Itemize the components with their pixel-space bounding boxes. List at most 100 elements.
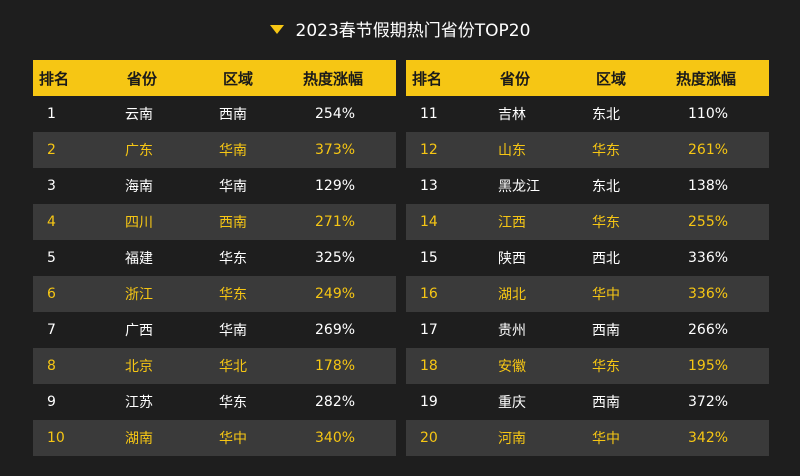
province-cell: 云南	[125, 107, 153, 123]
table-row: 10 湖南 华中 340%	[33, 420, 396, 456]
province-cell: 山东	[498, 143, 526, 159]
table-row: 18 安徽 华东 195%	[406, 348, 769, 384]
table-row: 4 四川 西南 271%	[33, 204, 396, 240]
rank-cell: 10	[47, 430, 65, 446]
growth-cell: 178%	[315, 358, 356, 374]
table-row: 17 贵州 西南 266%	[406, 312, 769, 348]
province-cell: 安徽	[498, 359, 526, 375]
table-row: 13 黑龙江 东北 138%	[406, 168, 769, 204]
province-cell: 贵州	[498, 323, 526, 339]
region-cell: 华北	[219, 359, 247, 375]
province-cell: 河南	[498, 431, 526, 447]
header-region: 区域	[223, 69, 254, 88]
ranking-table-right: 排名 省份 区域 热度涨幅 11 吉林 东北 110% 12 山东 华东 261% 13 黑龙江 东北 138…	[406, 60, 769, 456]
growth-cell: 336%	[688, 286, 729, 302]
table-row: 19 重庆 西南 372%	[406, 384, 769, 420]
region-cell: 西南	[219, 215, 247, 231]
growth-cell: 271%	[315, 214, 356, 230]
rank-cell: 14	[420, 214, 438, 230]
growth-cell: 249%	[315, 286, 356, 302]
province-cell: 福建	[125, 251, 153, 267]
growth-cell: 342%	[688, 430, 729, 446]
table-row: 3 海南 华南 129%	[33, 168, 396, 204]
region-cell: 华东	[592, 359, 620, 375]
header-province: 省份	[500, 69, 531, 88]
region-cell: 华东	[219, 287, 247, 303]
header-rank: 排名	[412, 69, 443, 88]
growth-cell: 266%	[688, 322, 729, 338]
region-cell: 西北	[592, 251, 620, 267]
table-row: 11 吉林 东北 110%	[406, 96, 769, 132]
growth-cell: 269%	[315, 322, 356, 338]
region-cell: 华南	[219, 179, 247, 195]
region-cell: 华东	[219, 251, 247, 267]
province-cell: 北京	[125, 359, 153, 375]
rank-cell: 16	[420, 286, 438, 302]
table-row: 7 广西 华南 269%	[33, 312, 396, 348]
rank-cell: 12	[420, 142, 438, 158]
province-cell: 重庆	[498, 395, 526, 411]
growth-cell: 138%	[688, 178, 729, 194]
region-cell: 华南	[219, 323, 247, 339]
table-row: 1 云南 西南 254%	[33, 96, 396, 132]
region-cell: 华中	[219, 431, 247, 447]
rank-cell: 20	[420, 430, 438, 446]
triangle-down-icon	[269, 24, 284, 34]
growth-cell: 254%	[315, 106, 356, 122]
province-cell: 广东	[125, 143, 153, 159]
region-cell: 西南	[592, 323, 620, 339]
rank-cell: 2	[47, 142, 56, 158]
table-row: 6 浙江 华东 249%	[33, 276, 396, 312]
province-cell: 陕西	[498, 251, 526, 267]
table-row: 20 河南 华中 342%	[406, 420, 769, 456]
ranking-table-left: 排名 省份 区域 热度涨幅 1 云南 西南 254% 2 广东 华南 373% 3 海南 华南 129% 4 四川…	[33, 60, 396, 456]
rank-cell: 4	[47, 214, 56, 230]
growth-cell: 373%	[315, 142, 356, 158]
rank-cell: 5	[47, 250, 56, 266]
province-cell: 湖北	[498, 287, 526, 303]
rank-cell: 8	[47, 358, 56, 374]
table-row: 5 福建 华东 325%	[33, 240, 396, 276]
growth-cell: 372%	[688, 394, 729, 410]
growth-cell: 325%	[315, 250, 356, 266]
table-row: 2 广东 华南 373%	[33, 132, 396, 168]
table-row: 16 湖北 华中 336%	[406, 276, 769, 312]
rank-cell: 3	[47, 178, 56, 194]
region-cell: 华南	[219, 143, 247, 159]
growth-cell: 261%	[688, 142, 729, 158]
rank-cell: 11	[420, 106, 438, 122]
region-cell: 西南	[219, 107, 247, 123]
growth-cell: 129%	[315, 178, 356, 194]
region-cell: 东北	[592, 107, 620, 123]
province-cell: 海南	[125, 179, 153, 195]
rank-cell: 9	[47, 394, 56, 410]
rank-cell: 17	[420, 322, 438, 338]
rank-cell: 1	[47, 106, 56, 122]
rank-cell: 19	[420, 394, 438, 410]
header-region: 区域	[596, 69, 627, 88]
region-cell: 华东	[592, 215, 620, 231]
table-header: 排名 省份 区域 热度涨幅	[33, 60, 396, 96]
table-row: 15 陕西 西北 336%	[406, 240, 769, 276]
rank-cell: 15	[420, 250, 438, 266]
table-row: 8 北京 华北 178%	[33, 348, 396, 384]
rank-cell: 6	[47, 286, 56, 302]
chart-title-bar: 2023春节假期热门省份TOP20	[0, 14, 800, 42]
growth-cell: 336%	[688, 250, 729, 266]
table-header: 排名 省份 区域 热度涨幅	[406, 60, 769, 96]
table-row: 12 山东 华东 261%	[406, 132, 769, 168]
header-rank: 排名	[39, 69, 70, 88]
province-cell: 四川	[125, 215, 153, 231]
header-growth: 热度涨幅	[303, 69, 364, 88]
chart-title: 2023春节假期热门省份TOP20	[295, 20, 531, 41]
region-cell: 华中	[592, 431, 620, 447]
growth-cell: 195%	[688, 358, 729, 374]
region-cell: 华东	[219, 395, 247, 411]
header-growth: 热度涨幅	[676, 69, 737, 88]
region-cell: 西南	[592, 395, 620, 411]
region-cell: 东北	[592, 179, 620, 195]
province-cell: 浙江	[125, 287, 153, 303]
rank-cell: 7	[47, 322, 56, 338]
table-row: 9 江苏 华东 282%	[33, 384, 396, 420]
region-cell: 华中	[592, 287, 620, 303]
